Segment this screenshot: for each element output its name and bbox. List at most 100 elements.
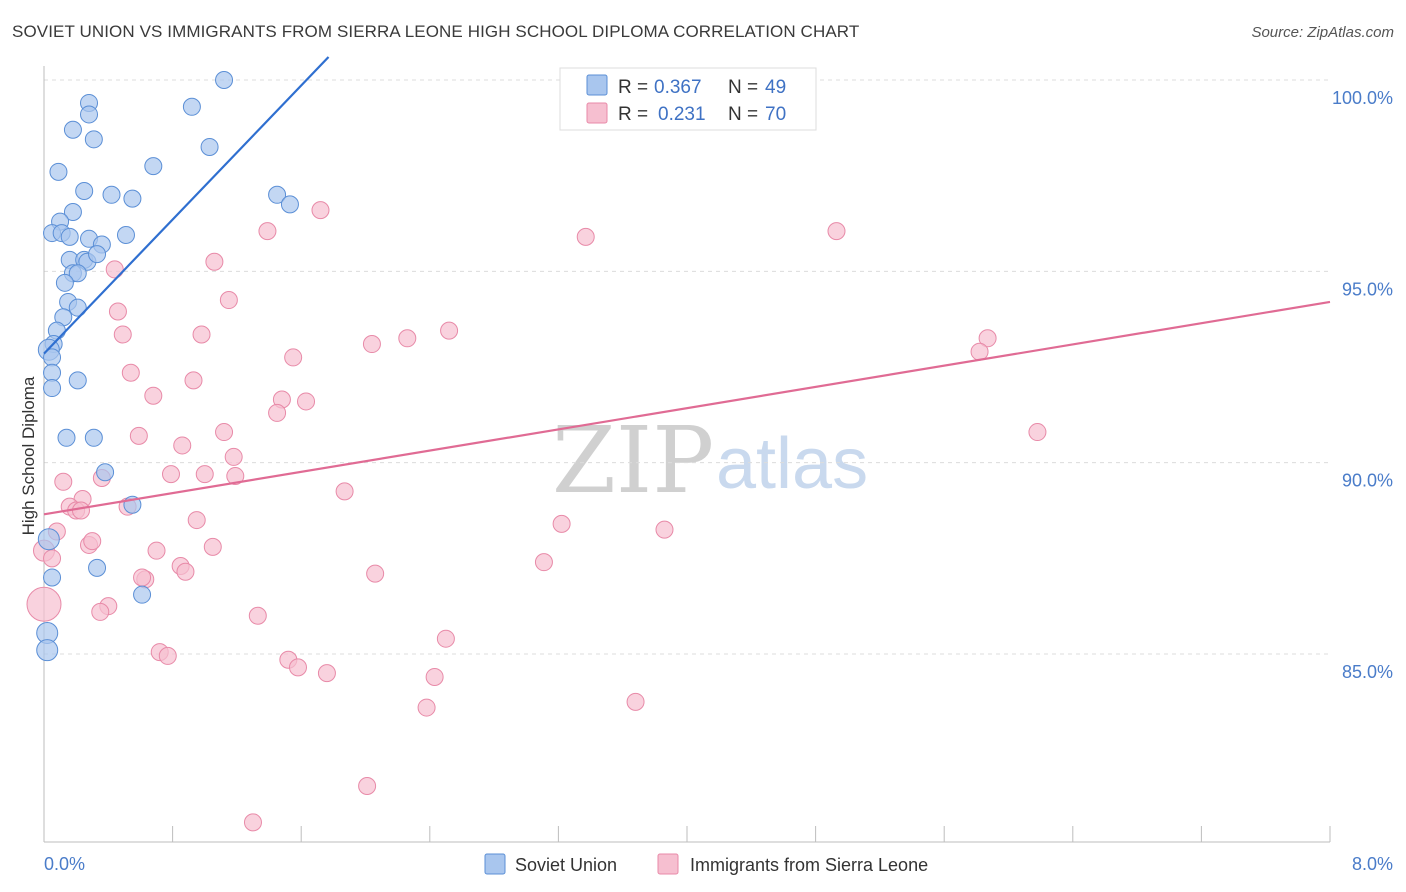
data-point-sierra-leone (184, 371, 203, 390)
data-point-soviet-union (36, 639, 59, 662)
x-tick-label-min: 0.0% (44, 854, 85, 874)
data-point-sierra-leone (827, 222, 846, 241)
legend-r-label-1: R = (618, 77, 648, 98)
y-tick-label: 85.0% (1342, 662, 1393, 682)
trendline-soviet-union (43, 56, 330, 355)
legend-n-value-2: 70 (765, 104, 786, 125)
data-point-soviet-union (37, 528, 60, 551)
legend-r-value-2: 0.231 (658, 104, 706, 125)
data-point-sierra-leone (105, 260, 124, 279)
legend-stats: R = 0.367 N = 49 R = 0.231 N = 70 (559, 67, 817, 131)
y-tick-label: 95.0% (1342, 279, 1393, 299)
data-point-soviet-union (280, 195, 299, 214)
data-point-sierra-leone (268, 403, 287, 422)
data-point-soviet-union (49, 162, 68, 181)
watermark-atlas: atlas (716, 424, 868, 504)
data-point-sierra-leone (108, 302, 127, 321)
trendline-sierra-leone (43, 300, 1331, 516)
data-point-sierra-leone (358, 777, 377, 796)
x-tick-label-max: 8.0% (1352, 854, 1393, 874)
legend-series: Soviet Union Immigrants from Sierra Leon… (484, 853, 928, 875)
data-point-sierra-leone (121, 363, 140, 382)
data-point-sierra-leone (576, 227, 595, 246)
data-point-sierra-leone (258, 222, 277, 241)
data-point-sierra-leone (91, 602, 110, 621)
data-point-sierra-leone (284, 348, 303, 367)
data-point-sierra-leone (243, 813, 262, 832)
data-point-sierra-leone (203, 537, 222, 556)
y-tick-labels: 100.0% 95.0% 90.0% 85.0% (1332, 88, 1393, 682)
data-point-sierra-leone (417, 698, 436, 717)
data-point-sierra-leone (219, 291, 238, 310)
data-point-sierra-leone (1028, 423, 1047, 442)
data-point-sierra-leone (362, 335, 381, 354)
data-point-soviet-union (55, 273, 74, 292)
data-point-sierra-leone (195, 465, 214, 484)
data-point-sierra-leone (335, 482, 354, 501)
data-point-sierra-leone (83, 532, 102, 551)
data-point-soviet-union (116, 225, 135, 244)
data-point-soviet-union (80, 105, 99, 124)
data-point-soviet-union (57, 428, 76, 447)
data-point-sierra-leone (192, 325, 211, 344)
data-point-sierra-leone (215, 423, 234, 442)
data-point-soviet-union (43, 379, 62, 398)
y-axis-label: High School Diploma (19, 376, 38, 535)
data-point-sierra-leone (133, 568, 152, 587)
data-point-soviet-union (268, 185, 287, 204)
data-point-soviet-union (123, 189, 142, 208)
data-point-sierra-leone (978, 329, 997, 348)
series-sierra-leone-points (26, 71, 1047, 832)
bottom-legend-swatch-soviet (484, 853, 506, 875)
legend-swatch-soviet (586, 74, 608, 96)
legend-n-label-2: N = (728, 104, 758, 125)
data-point-soviet-union (75, 181, 94, 200)
trendlines (43, 56, 1331, 516)
data-point-sierra-leone (398, 329, 417, 348)
gridlines (44, 79, 1330, 655)
data-point-sierra-leone (288, 658, 307, 677)
chart-title: SOVIET UNION VS IMMIGRANTS FROM SIERRA L… (12, 22, 860, 41)
data-point-sierra-leone (534, 553, 553, 572)
legend-r-value-1: 0.367 (654, 77, 702, 98)
data-point-sierra-leone (436, 629, 455, 648)
axes (43, 66, 1331, 843)
data-point-sierra-leone (113, 325, 132, 344)
bottom-legend-label-soviet: Soviet Union (515, 855, 617, 875)
data-point-sierra-leone (158, 646, 177, 665)
data-point-soviet-union (88, 245, 107, 264)
data-point-soviet-union (43, 363, 62, 382)
data-point-soviet-union (182, 97, 201, 116)
y-tick-label: 100.0% (1332, 88, 1393, 108)
data-point-sierra-leone (655, 520, 674, 539)
data-point-soviet-union (215, 71, 234, 89)
data-point-soviet-union (68, 371, 87, 390)
data-point-sierra-leone (144, 386, 163, 405)
data-point-sierra-leone (224, 447, 243, 466)
data-point-sierra-leone (176, 562, 195, 581)
series-soviet-union-points (36, 71, 299, 662)
watermark-zip: ZIP (552, 407, 714, 514)
legend-n-value-1: 49 (765, 77, 786, 98)
bottom-legend-label-sierra-leone: Immigrants from Sierra Leone (690, 855, 928, 875)
data-point-sierra-leone (311, 201, 330, 220)
data-point-soviet-union (96, 463, 115, 482)
data-point-soviet-union (102, 185, 121, 204)
data-point-sierra-leone (54, 472, 73, 491)
data-point-sierra-leone (425, 667, 444, 686)
data-point-soviet-union (68, 264, 87, 283)
data-point-sierra-leone (440, 321, 459, 340)
data-point-sierra-leone (187, 511, 206, 530)
data-point-sierra-leone (147, 541, 166, 560)
data-point-soviet-union (60, 227, 79, 246)
data-point-sierra-leone (161, 465, 180, 484)
data-point-soviet-union (88, 558, 107, 577)
data-point-sierra-leone (317, 664, 336, 683)
data-point-soviet-union (63, 203, 82, 222)
data-point-soviet-union (200, 137, 219, 156)
y-tick-label: 90.0% (1342, 471, 1393, 491)
legend-swatch-sierra-leone (586, 102, 608, 124)
source-credit: Source: ZipAtlas.com (1251, 24, 1394, 41)
data-point-soviet-union (84, 428, 103, 447)
